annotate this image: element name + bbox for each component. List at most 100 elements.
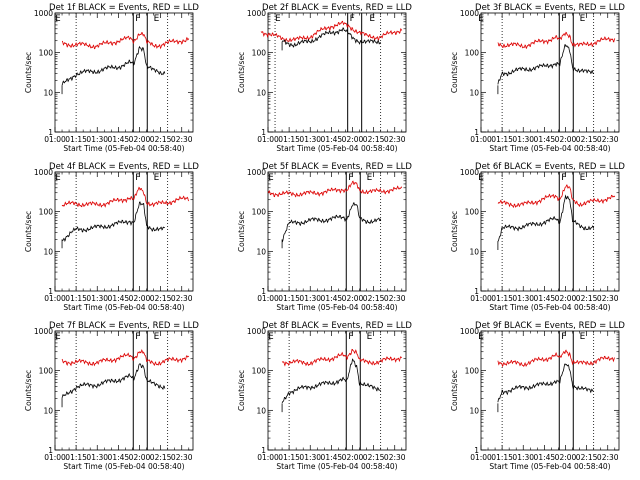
events-series-line [497, 363, 594, 403]
y-tick-label: 10 [469, 406, 479, 415]
y-tick-label: 100 [252, 49, 267, 58]
plot-frame [54, 171, 194, 292]
event-marker-label: E [55, 14, 61, 24]
y-tick-label: 1 [474, 287, 479, 296]
x-tick-label: 01:30 [86, 453, 108, 462]
y-tick-label: 1 [261, 287, 266, 296]
event-marker-label: E [154, 332, 160, 342]
x-tick-label: 01:15 [65, 135, 87, 144]
x-axis-label: Start Time (05-Feb-04 00:58:40) [276, 462, 397, 471]
y-tick-label: 1000 [247, 168, 266, 177]
event-marker-label: E [154, 173, 160, 183]
y-axis-label: Counts/sec [450, 211, 459, 252]
x-tick-label: 01:30 [299, 453, 321, 462]
panel-title: Det 8f BLACK = Events, RED = LLD [262, 321, 412, 331]
x-tick-label: 02:15 [150, 453, 172, 462]
x-tick-label: 01:00 [44, 453, 66, 462]
y-axis-label: Counts/sec [237, 52, 246, 93]
x-tick-label: 01:15 [491, 453, 513, 462]
y-tick-label: 100 [252, 367, 267, 376]
lld-series-line [497, 349, 616, 368]
y-axis-label: Counts/sec [237, 370, 246, 411]
event-marker-label: E [275, 14, 281, 24]
x-tick-label: 01:00 [470, 453, 492, 462]
x-tick-label: 01:00 [257, 294, 279, 303]
x-axis-label: Start Time (05-Feb-04 00:58:40) [489, 462, 610, 471]
plot-frame [267, 330, 407, 451]
events-series-line [281, 358, 381, 404]
y-tick-label: 10 [43, 406, 53, 415]
detector-panel: Det 5f BLACK = Events, RED = LLD 1 10 100 10… [237, 162, 412, 312]
x-tick-label: 01:15 [491, 294, 513, 303]
y-tick-label: 100 [39, 49, 54, 58]
x-tick-label: 02:00 [555, 135, 577, 144]
x-tick-label: 02:00 [342, 135, 364, 144]
events-series-line [61, 363, 166, 399]
plot-frame [480, 171, 620, 292]
x-tick-label: 01:30 [512, 294, 534, 303]
x-tick-label: 02:30 [597, 135, 619, 144]
y-tick-label: 1000 [34, 9, 53, 18]
y-tick-label: 10 [469, 247, 479, 256]
y-axis-label: Counts/sec [237, 211, 246, 252]
x-tick-label: 01:00 [257, 453, 279, 462]
lld-series-line [497, 31, 616, 50]
lld-series-line [497, 184, 616, 209]
x-tick-label: 02:00 [555, 294, 577, 303]
x-tick-label: 02:00 [129, 453, 151, 462]
event-marker-label: F [135, 332, 140, 342]
y-tick-label: 10 [43, 88, 53, 97]
y-tick-label: 10 [256, 88, 266, 97]
y-tick-label: 100 [465, 208, 480, 217]
event-marker-label: E [580, 173, 586, 183]
x-tick-label: 02:30 [597, 294, 619, 303]
x-tick-label: 02:30 [171, 453, 193, 462]
detector-panel: Det 8f BLACK = Events, RED = LLD 1 10 100 10… [237, 321, 412, 471]
x-tick-label: 01:00 [44, 294, 66, 303]
event-marker-label: E [367, 173, 373, 183]
x-tick-label: 02:15 [576, 135, 598, 144]
y-tick-label: 1000 [460, 168, 479, 177]
y-tick-label: 1 [261, 128, 266, 137]
y-tick-label: 1000 [247, 327, 266, 336]
event-marker-label: E [580, 332, 586, 342]
event-marker-label: E [367, 332, 373, 342]
x-tick-label: 01:15 [278, 135, 300, 144]
x-tick-label: 01:00 [257, 135, 279, 144]
x-tick-label: 02:00 [555, 453, 577, 462]
detector-panel: Det 7f BLACK = Events, RED = LLD 1 10 100 10… [24, 321, 199, 471]
x-axis-label: Start Time (05-Feb-04 00:58:40) [63, 303, 184, 312]
x-tick-label: 01:45 [321, 294, 343, 303]
event-marker-label: F [561, 332, 566, 342]
lld-series-line [61, 186, 190, 208]
panel-title: Det 9f BLACK = Events, RED = LLD [475, 321, 625, 331]
lld-series-line [281, 348, 402, 367]
detector-panel: Det 2f BLACK = Events, RED = LLD 1 10 100 10… [237, 3, 412, 153]
x-tick-label: 01:45 [534, 135, 556, 144]
x-tick-label: 01:45 [321, 135, 343, 144]
y-tick-label: 1000 [34, 327, 53, 336]
event-marker-label: F [135, 14, 140, 24]
x-tick-label: 01:45 [108, 135, 130, 144]
x-tick-label: 01:30 [86, 294, 108, 303]
x-tick-label: 01:15 [491, 135, 513, 144]
x-tick-label: 02:15 [576, 453, 598, 462]
y-axis-label: Counts/sec [24, 211, 33, 252]
x-tick-label: 02:30 [171, 135, 193, 144]
x-axis-label: Start Time (05-Feb-04 00:58:40) [276, 303, 397, 312]
x-tick-label: 02:00 [342, 294, 364, 303]
y-tick-label: 1 [48, 128, 53, 137]
y-axis-label: Counts/sec [450, 370, 459, 411]
detector-panel: Det 3f BLACK = Events, RED = LLD 1 10 100 10… [450, 3, 625, 153]
x-tick-label: 01:30 [512, 453, 534, 462]
events-series-line [497, 194, 595, 242]
panel-title: Det 5f BLACK = Events, RED = LLD [262, 162, 412, 172]
x-axis-label: Start Time (05-Feb-04 00:58:40) [489, 303, 610, 312]
plot-frame [267, 171, 407, 292]
detector-panel: Det 9f BLACK = Events, RED = LLD 1 10 100 10… [450, 321, 625, 471]
event-marker-label: E [55, 332, 61, 342]
x-tick-label: 02:15 [576, 294, 598, 303]
events-series-line [61, 45, 166, 86]
x-tick-label: 01:15 [65, 294, 87, 303]
x-tick-label: 02:30 [597, 453, 619, 462]
